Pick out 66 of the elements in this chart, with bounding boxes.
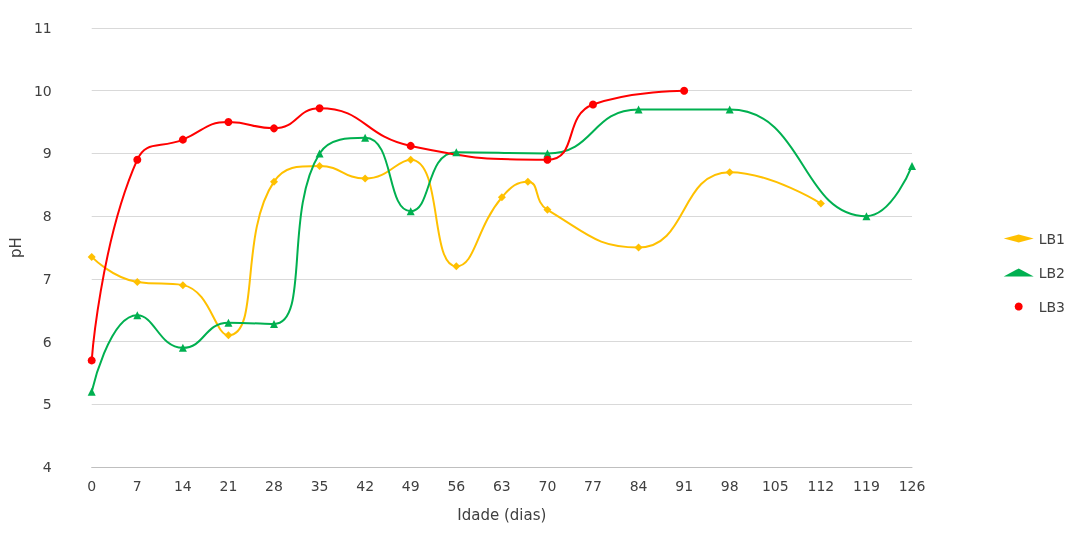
x-tick-label: 21 [219,478,238,494]
x-axis-title: Idade (dias) [457,505,547,524]
point [224,318,233,327]
point [178,343,187,352]
point [315,161,324,170]
point [725,168,734,177]
y-tick-label: 10 [33,82,52,99]
point [406,141,415,150]
x-tick-label: 119 [853,478,880,494]
x-tick-label: 56 [447,478,466,494]
point [816,199,825,208]
point [361,133,370,142]
x-tick-label: 14 [173,478,192,494]
point [178,281,187,290]
x-tick-label: 77 [584,478,602,494]
point [543,155,552,164]
y-tick-label: 11 [33,20,52,36]
x-tick-label: 98 [720,478,739,494]
legend-label: LB1 [1038,230,1065,247]
x-tick-label: 105 [761,478,789,494]
legend-label: LB3 [1038,298,1065,315]
legend-label: LB2 [1038,264,1065,281]
y-tick-label: 7 [42,270,52,287]
point [270,177,278,186]
point [523,177,532,186]
point [680,86,689,95]
y-axis-title: pH [6,237,25,258]
point [497,193,506,202]
point [452,262,461,271]
x-tick-label: 42 [356,478,375,494]
point [634,243,643,252]
point [224,331,233,340]
point [589,100,597,109]
y-tick-label: 9 [42,145,52,162]
x-tick-label: 49 [401,478,420,494]
x-tick-label: 91 [675,478,694,494]
point [406,155,415,164]
point [224,118,233,127]
point [315,104,324,113]
point [862,212,871,221]
point [133,277,142,286]
point [87,252,96,261]
x-tick-label: 126 [898,478,926,494]
x-tick-label: 7 [132,478,142,494]
x-tick-label: 63 [492,478,511,494]
point [87,356,96,365]
point [634,105,643,114]
x-tick-label: 28 [265,478,283,494]
y-tick-label: 8 [42,208,52,225]
point [270,124,278,133]
point [543,205,552,214]
x-tick-label: 112 [807,478,835,494]
x-tick-label: 35 [310,478,329,494]
point [133,155,142,164]
point [725,105,734,114]
y-tick-label: 6 [42,333,52,350]
point [270,320,278,329]
y-tick-label: 5 [42,396,52,413]
point [87,387,96,396]
y-tick-label: 4 [42,459,52,475]
x-tick-label: 70 [538,478,557,494]
x-tick-label: 0 [87,478,97,494]
point [361,174,370,183]
point [178,135,187,144]
point [908,161,916,170]
x-tick-label: 84 [629,478,648,494]
